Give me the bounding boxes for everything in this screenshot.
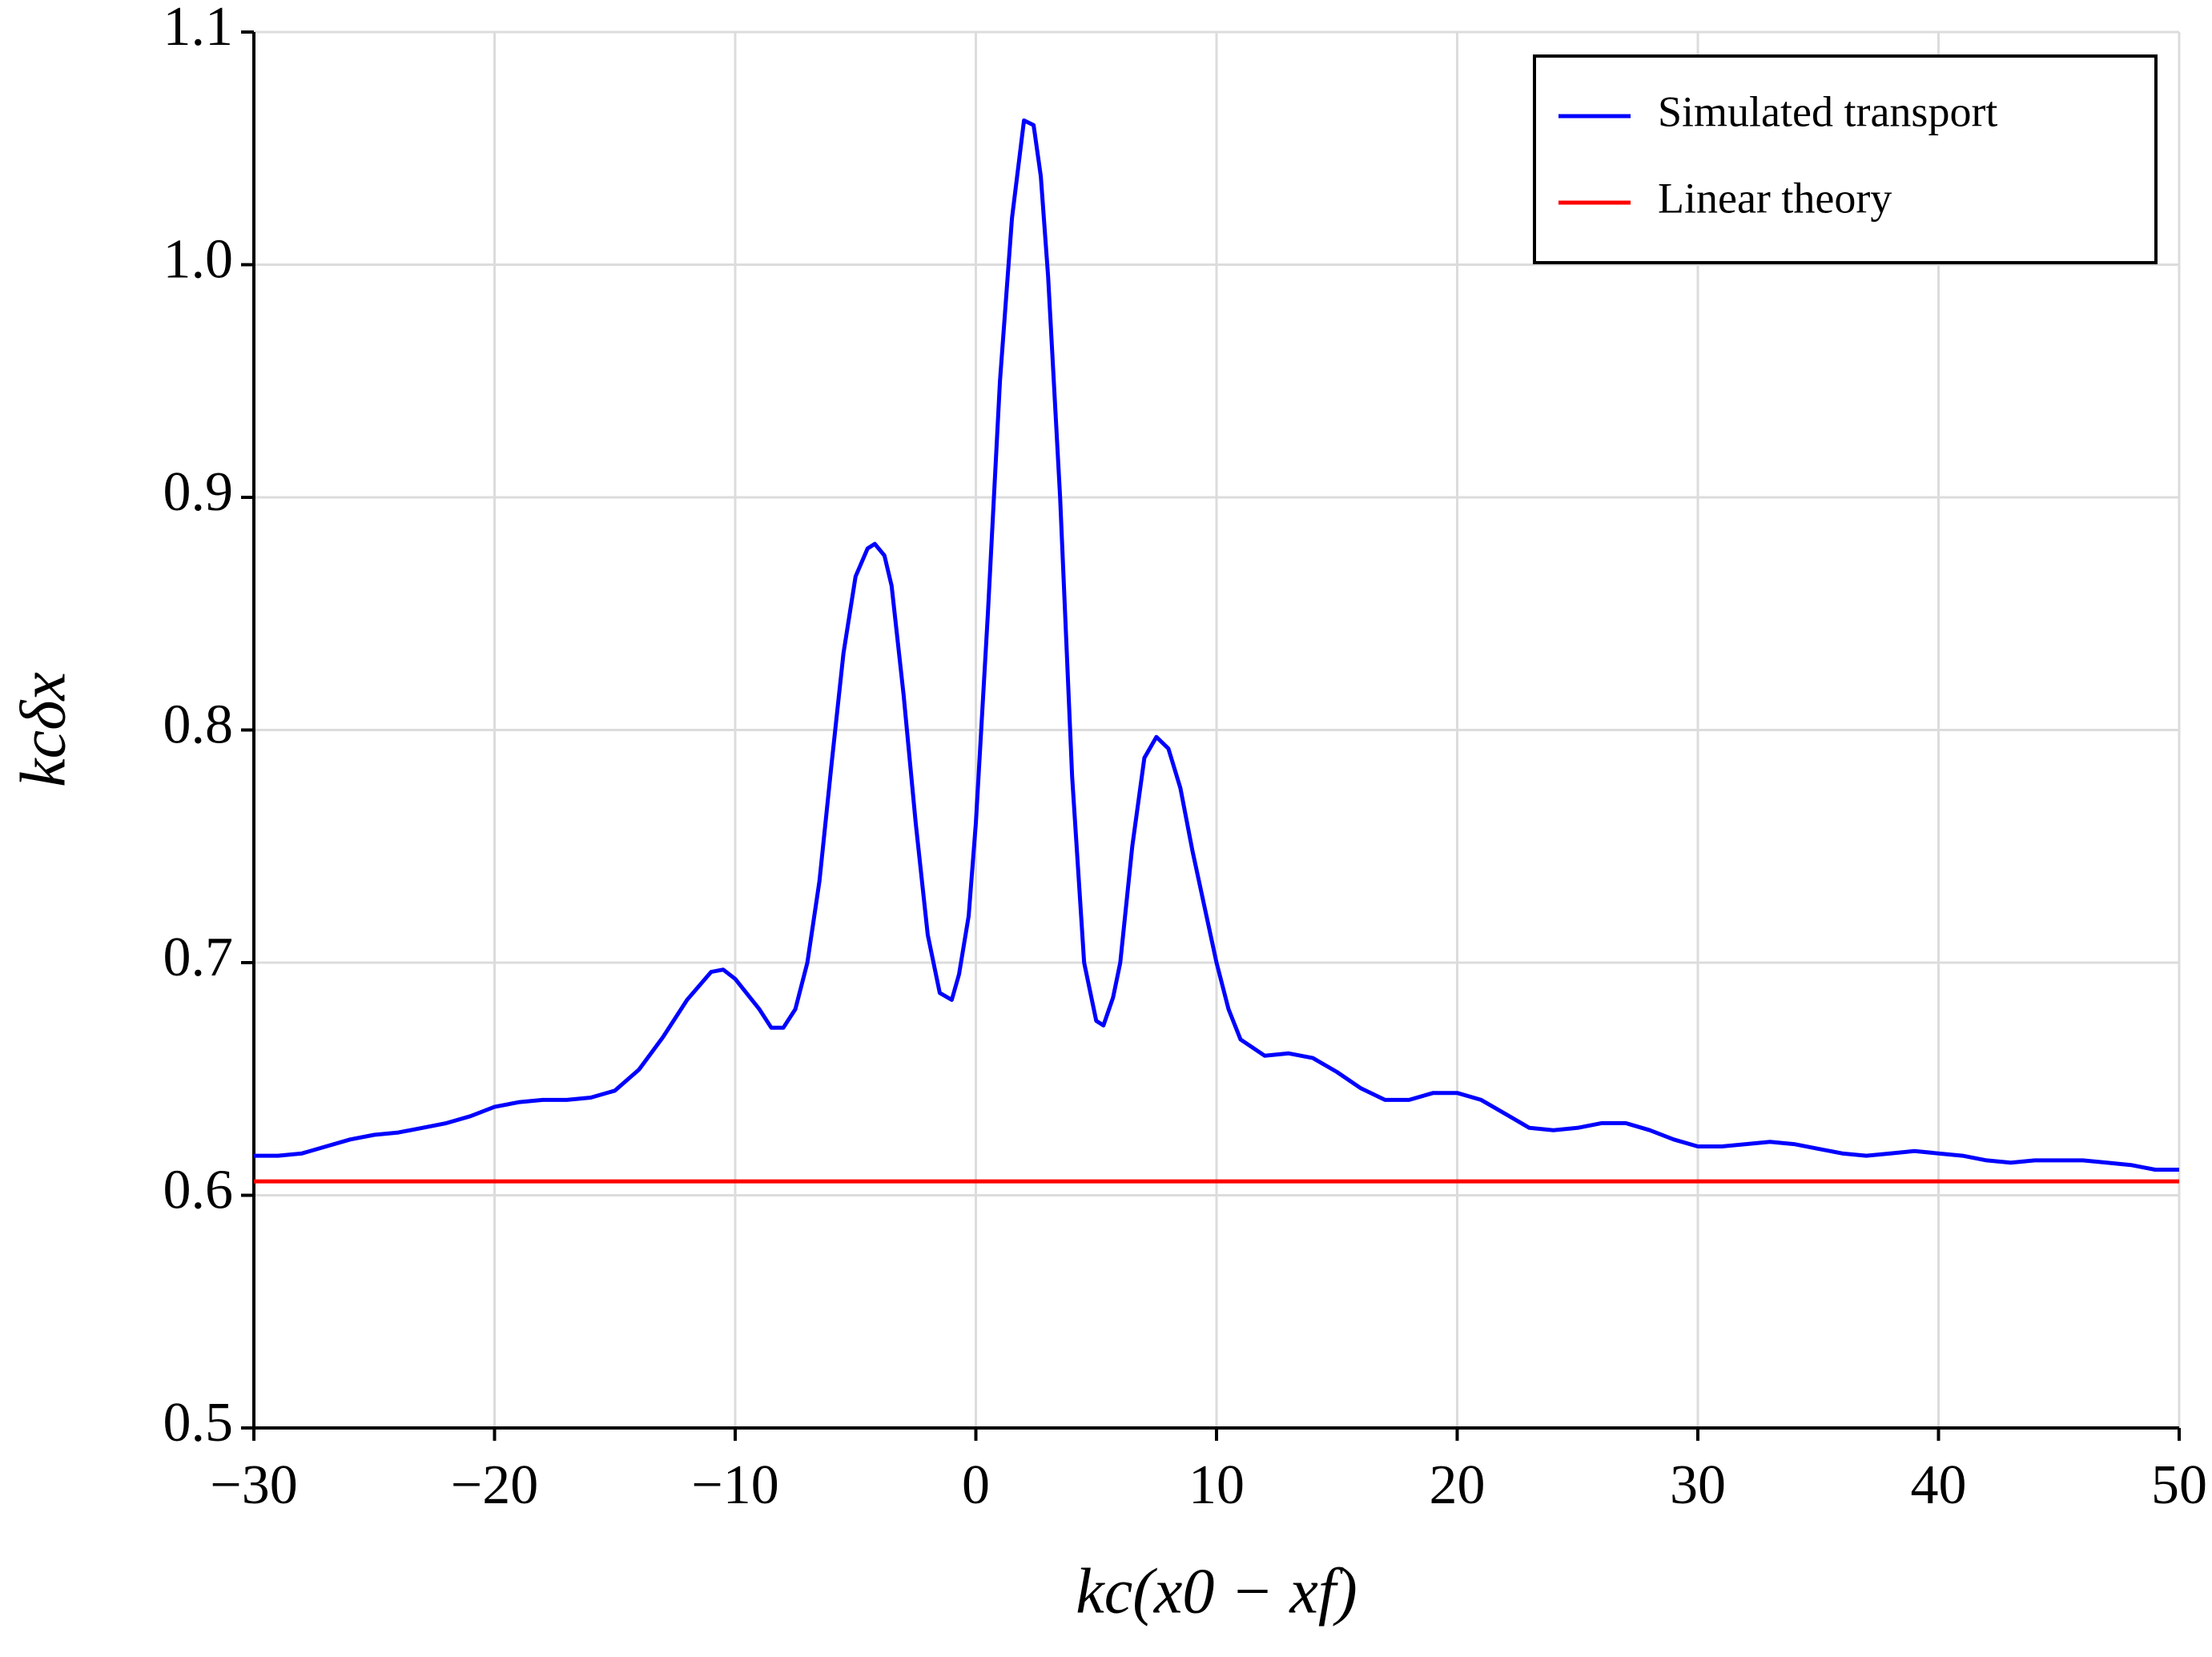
x-axis-label: kc(x0 − xf) [1076, 1556, 1357, 1627]
x-tick-label: 50 [2151, 1454, 2207, 1516]
x-tick-label: −10 [691, 1454, 778, 1516]
y-tick-label: 0.7 [163, 927, 234, 988]
x-tick-label: −30 [210, 1454, 297, 1516]
y-axis-label: kcδx [8, 672, 78, 787]
x-tick-label: 0 [962, 1454, 990, 1516]
y-tick-label: 0.9 [163, 461, 234, 523]
data-line [254, 118, 2179, 1172]
y-tick-label: 0.8 [163, 694, 234, 756]
x-tick-label: 40 [1911, 1454, 1967, 1516]
x-tick-label: 30 [1670, 1454, 1726, 1516]
legend-label: Simulated transport [1658, 87, 1997, 135]
x-tick-label: −20 [451, 1454, 538, 1516]
legend-label: Linear theory [1658, 174, 1892, 222]
x-tick-label: 10 [1188, 1454, 1245, 1516]
y-tick-label: 0.6 [163, 1160, 234, 1221]
y-tick-label: 0.5 [163, 1392, 234, 1454]
legend-box [1533, 54, 2158, 264]
y-tick-label: 1.0 [163, 229, 234, 291]
y-tick-label: 1.1 [163, 0, 234, 58]
x-tick-label: 20 [1430, 1454, 1486, 1516]
